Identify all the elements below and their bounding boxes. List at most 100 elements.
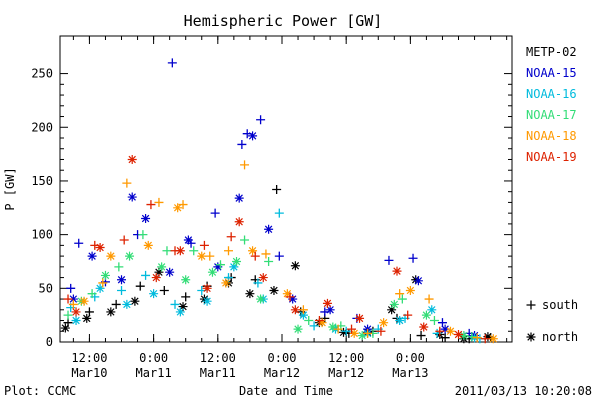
north-marker xyxy=(106,307,116,317)
south-marker xyxy=(181,292,191,302)
north-marker xyxy=(248,246,258,256)
south-marker xyxy=(309,321,319,331)
legend-item: NOAA-15 xyxy=(526,66,577,80)
north-marker xyxy=(421,310,431,320)
north-marker xyxy=(290,305,300,315)
north-marker xyxy=(389,299,399,309)
x-tick-label-date: Mar12 xyxy=(264,366,300,380)
south-marker xyxy=(63,310,73,320)
south-marker xyxy=(63,294,73,304)
north-marker xyxy=(71,316,81,326)
south-marker xyxy=(274,251,284,261)
south-marker xyxy=(403,310,413,320)
north-marker xyxy=(100,270,110,280)
south-marker xyxy=(167,58,177,68)
south-marker xyxy=(114,262,124,272)
north-marker xyxy=(264,224,274,234)
north-marker xyxy=(173,203,183,213)
south-marker xyxy=(333,324,343,334)
north-marker xyxy=(197,251,207,261)
series-noaa-15 xyxy=(66,58,480,341)
south-marker xyxy=(215,260,225,270)
x-tick-label-date: Mar10 xyxy=(71,366,107,380)
north-marker xyxy=(349,328,359,338)
north-marker xyxy=(269,285,279,295)
series-noaa-18 xyxy=(68,160,498,344)
north-marker xyxy=(379,318,389,328)
north-marker xyxy=(322,298,332,308)
x-tick-label-date: Mar13 xyxy=(392,366,428,380)
north-marker xyxy=(106,251,116,261)
north-marker xyxy=(245,289,255,299)
south-marker xyxy=(298,305,308,315)
south-marker xyxy=(178,200,188,210)
north-marker xyxy=(130,296,140,306)
south-marker xyxy=(146,200,156,210)
south-marker xyxy=(285,292,295,302)
south-marker xyxy=(397,294,407,304)
south-marker xyxy=(264,256,274,266)
x-tick-label-time: 12:00 xyxy=(71,351,107,365)
north-marker xyxy=(445,326,455,336)
north-marker xyxy=(202,296,212,306)
data-points xyxy=(60,58,498,344)
south-marker xyxy=(435,326,445,336)
footer-left: Plot: CCMC xyxy=(4,384,76,398)
north-marker xyxy=(125,251,135,261)
north-marker xyxy=(339,327,349,337)
x-tick-label-date: Mar11 xyxy=(136,366,172,380)
south-marker xyxy=(250,251,260,261)
north-marker xyxy=(95,283,105,293)
legend-item: METP-02 xyxy=(526,45,577,59)
south-marker xyxy=(526,300,536,310)
north-marker xyxy=(117,275,127,285)
north-marker xyxy=(293,324,303,334)
north-marker xyxy=(221,278,231,288)
north-marker xyxy=(229,262,239,272)
north-marker xyxy=(413,276,423,286)
south-marker xyxy=(68,299,78,309)
north-marker xyxy=(213,262,223,272)
north-marker xyxy=(405,285,415,295)
x-axis-label: Date and Time xyxy=(239,384,333,398)
north-marker xyxy=(317,318,327,328)
north-marker xyxy=(454,329,464,339)
south-marker xyxy=(240,160,250,170)
x-tick-label-time: 0:00 xyxy=(268,351,297,365)
south-marker xyxy=(189,246,199,256)
x-tick-label-time: 0:00 xyxy=(396,351,425,365)
north-marker xyxy=(483,332,493,342)
north-marker xyxy=(526,332,536,342)
north-marker xyxy=(248,131,258,141)
south-marker xyxy=(117,285,127,295)
south-marker xyxy=(480,334,490,344)
series-metp-02 xyxy=(60,185,496,344)
legend-item: NOAA-19 xyxy=(526,150,577,164)
north-marker xyxy=(79,296,89,306)
north-marker xyxy=(178,302,188,312)
north-marker xyxy=(282,289,292,299)
south-marker xyxy=(314,316,324,326)
north-marker xyxy=(298,310,308,320)
north-marker xyxy=(183,235,193,245)
north-marker xyxy=(143,240,153,250)
x-axis: 12:00Mar100:00Mar1112:00Mar110:00Mar1212… xyxy=(71,36,508,380)
north-marker xyxy=(256,294,266,304)
x-tick-label-time: 0:00 xyxy=(139,351,168,365)
south-marker xyxy=(363,328,373,338)
north-marker xyxy=(411,275,421,285)
south-marker xyxy=(138,230,148,240)
legend-item: NOAA-17 xyxy=(526,108,577,122)
south-marker xyxy=(226,232,236,242)
south-marker xyxy=(66,283,76,293)
series-noaa-16 xyxy=(66,208,485,344)
north-marker xyxy=(427,305,437,315)
north-marker xyxy=(95,243,105,253)
south-marker xyxy=(424,294,434,304)
north-marker xyxy=(60,323,70,333)
south-marker xyxy=(74,238,84,248)
south-marker xyxy=(440,333,450,343)
north-marker xyxy=(68,294,78,304)
plot-frame xyxy=(59,35,513,343)
series-noaa-17 xyxy=(63,230,477,342)
